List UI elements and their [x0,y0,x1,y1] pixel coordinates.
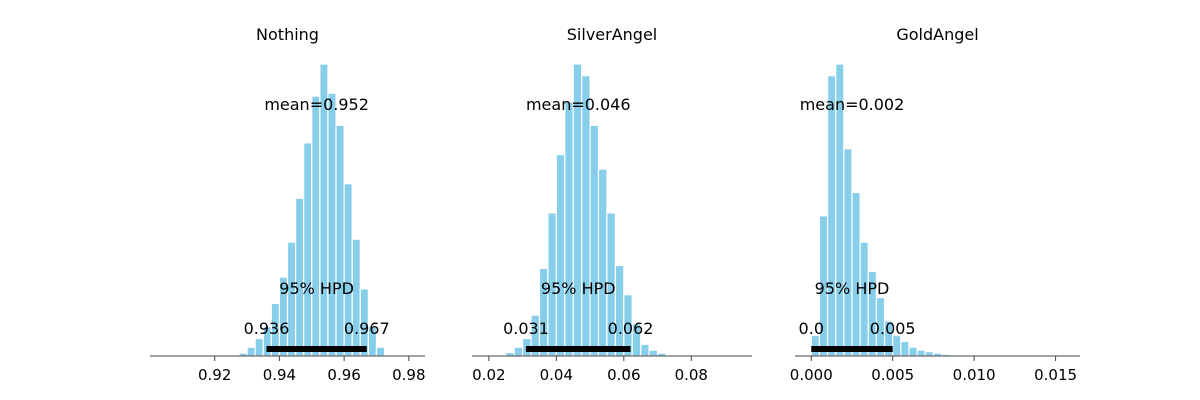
hpd-label: 95% HPD [279,279,354,298]
panel-title: SilverAngel [567,25,657,44]
histogram-bar [916,349,926,357]
hpd-label: 95% HPD [541,279,616,298]
x-tick-label: 0.96 [327,366,360,384]
x-tick-label: 0.06 [607,366,640,384]
histogram-bar [810,334,821,357]
hpd-lower-label: 0.031 [503,319,549,338]
x-tick-label: 0.94 [263,366,296,384]
histogram-bar [892,334,902,357]
x-tick-label: 0.005 [871,366,914,384]
x-tick-label: 0.92 [198,366,231,384]
histogram-bar [254,337,264,357]
panel-title: Nothing [256,25,319,44]
histogram-bar [513,346,524,357]
histogram-bar [311,95,321,357]
histogram-bar [648,349,659,357]
mean-annotation: mean=0.002 [800,95,905,114]
histogram-bar [843,148,853,357]
x-tick-label: 0.04 [540,366,573,384]
hpd-upper-label: 0.005 [870,319,916,338]
histogram-bar [589,124,600,357]
x-tick-label: 0.015 [1034,366,1077,384]
histogram-bar [640,343,650,357]
histogram-bar [286,241,297,357]
histogram-bar [375,346,386,357]
x-tick-label: 0.08 [675,366,708,384]
histogram-bar [581,75,591,357]
histogram-bar [303,142,313,357]
histogram-bar [505,351,515,357]
x-tick-label: 0.000 [790,366,833,384]
histogram-bar [614,264,625,357]
histogram-bar [900,340,910,357]
histogram-bar [859,241,869,357]
histogram-bar [826,75,837,357]
histogram-bar [924,351,935,357]
hpd-upper-label: 0.967 [344,319,390,338]
x-tick-label: 0.02 [472,366,505,384]
histogram-bar [564,101,574,357]
hpd-lower-label: 0.0 [799,319,824,338]
histogram-bar [246,346,256,357]
x-tick-label: 0.010 [953,366,996,384]
panel-title: GoldAngel [896,25,978,44]
hpd-label: 95% HPD [815,279,890,298]
histogram-bar [908,346,918,357]
hpd-upper-label: 0.062 [608,319,654,338]
histogram-bar [327,92,337,357]
histogram-bar [851,191,861,357]
hpd-lower-label: 0.936 [244,319,290,338]
histogram-bar [294,197,305,357]
mean-annotation: mean=0.046 [526,95,631,114]
histogram-bar [555,153,566,357]
histogram-bar [597,168,608,357]
mean-annotation: mean=0.952 [264,95,369,114]
x-tick-label: 0.98 [392,366,425,384]
